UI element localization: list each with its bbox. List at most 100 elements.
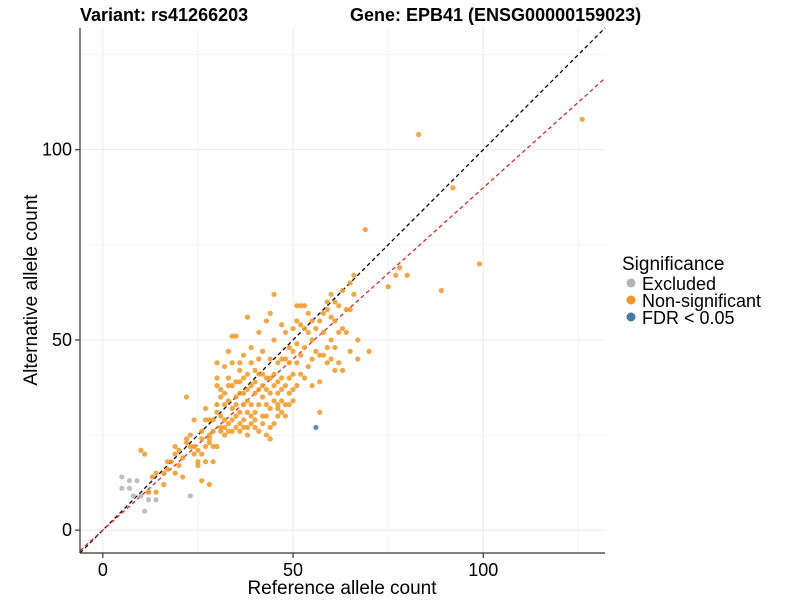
data-point-non-significant (263, 318, 270, 324)
data-point-non-significant (298, 303, 304, 309)
data-point-non-significant (240, 375, 247, 381)
data-point-non-significant (279, 409, 285, 415)
chart-title-variant: Variant: rs41266203 (80, 5, 248, 25)
data-point-non-significant (237, 409, 243, 415)
data-point-non-significant (339, 287, 346, 294)
y-tick-label: 50 (52, 330, 72, 350)
data-point-fdr-0-05 (313, 424, 319, 431)
data-point-non-significant (218, 386, 224, 393)
data-point-non-significant (362, 227, 368, 233)
data-point-non-significant (229, 360, 235, 366)
data-point-non-significant (202, 443, 209, 450)
data-point-non-significant (579, 116, 585, 122)
data-point-non-significant (229, 428, 235, 434)
data-point-excluded (142, 508, 148, 514)
data-point-non-significant (252, 409, 258, 415)
data-point-non-significant (286, 344, 292, 351)
data-point-non-significant (260, 348, 266, 354)
data-point-non-significant (191, 451, 197, 457)
data-point-non-significant (267, 405, 273, 412)
data-point-non-significant (282, 413, 289, 419)
x-axis-title: Reference allele count (247, 578, 437, 599)
axis-ticks: 0 50 100 0 50 100 (42, 140, 498, 580)
data-point-non-significant (286, 402, 292, 408)
data-point-non-significant (260, 394, 266, 400)
data-point-non-significant (164, 466, 171, 472)
y-tick-label: 100 (42, 140, 72, 160)
data-point-non-significant (168, 459, 174, 465)
data-point-non-significant (206, 432, 212, 438)
data-point-non-significant (267, 390, 273, 396)
x-tick-label: 50 (283, 560, 303, 580)
data-point-non-significant (240, 390, 247, 396)
data-point-excluded (134, 478, 140, 484)
data-point-non-significant (271, 421, 277, 427)
data-point-non-significant (286, 360, 292, 366)
data-point-non-significant (290, 348, 296, 354)
data-point-non-significant (210, 459, 216, 465)
data-point-non-significant (298, 352, 304, 358)
data-point-non-significant (248, 360, 254, 366)
data-point-non-significant (233, 413, 239, 419)
data-point-non-significant (305, 310, 311, 316)
x-tick-label: 100 (468, 560, 498, 580)
data-point-non-significant (221, 424, 228, 431)
data-point-non-significant (237, 379, 243, 385)
data-point-excluded (138, 493, 144, 499)
data-point-excluded (153, 497, 159, 503)
data-point-non-significant (214, 409, 220, 415)
data-point-non-significant (366, 348, 372, 354)
data-point-non-significant (336, 303, 342, 309)
data-point-non-significant (332, 318, 338, 324)
data-point-non-significant (290, 398, 296, 404)
data-point-non-significant (294, 318, 300, 324)
legend-label-non-significant: Non-significant (642, 291, 761, 311)
data-point-non-significant (328, 314, 334, 320)
data-point-non-significant (183, 394, 190, 400)
data-point-non-significant (282, 383, 289, 389)
data-point-non-significant (328, 337, 334, 343)
legend-title: Significance (622, 254, 724, 275)
data-point-excluded (126, 478, 133, 484)
data-point-non-significant (244, 371, 250, 377)
data-point-non-significant (324, 344, 330, 351)
data-point-non-significant (275, 360, 281, 366)
data-point-non-significant (320, 329, 327, 335)
data-point-non-significant (396, 265, 403, 271)
data-point-non-significant (199, 451, 205, 457)
data-point-non-significant (218, 428, 224, 434)
data-point-non-significant (351, 291, 357, 297)
data-point-non-significant (180, 474, 186, 480)
data-point-non-significant (191, 443, 197, 450)
data-point-non-significant (260, 413, 266, 419)
data-point-non-significant (244, 398, 250, 404)
data-point-non-significant (256, 402, 262, 408)
data-point-non-significant (191, 417, 197, 423)
data-point-non-significant (244, 409, 250, 415)
data-point-non-significant (271, 371, 277, 377)
data-point-non-significant (252, 379, 258, 385)
data-point-non-significant (320, 352, 327, 358)
data-point-non-significant (438, 287, 445, 294)
data-point-non-significant (263, 432, 270, 438)
data-point-non-significant (282, 402, 289, 408)
data-point-non-significant (229, 383, 235, 389)
legend-swatch-fdr (626, 312, 636, 322)
data-point-non-significant (347, 306, 353, 313)
data-point-non-significant (221, 402, 228, 408)
data-point-non-significant (294, 341, 300, 347)
data-point-non-significant (237, 390, 243, 396)
data-point-non-significant (355, 337, 361, 343)
data-point-non-significant (275, 413, 281, 419)
data-point-non-significant (172, 470, 178, 476)
data-point-non-significant (202, 459, 209, 465)
data-point-non-significant (256, 386, 262, 393)
data-point-excluded (119, 474, 125, 480)
data-point-non-significant (221, 417, 228, 423)
data-point-non-significant (267, 436, 273, 442)
data-point-non-significant (233, 333, 239, 339)
data-point-non-significant (313, 325, 319, 332)
data-point-non-significant (347, 348, 353, 354)
data-point-non-significant (286, 390, 292, 396)
data-point-non-significant (317, 409, 323, 415)
